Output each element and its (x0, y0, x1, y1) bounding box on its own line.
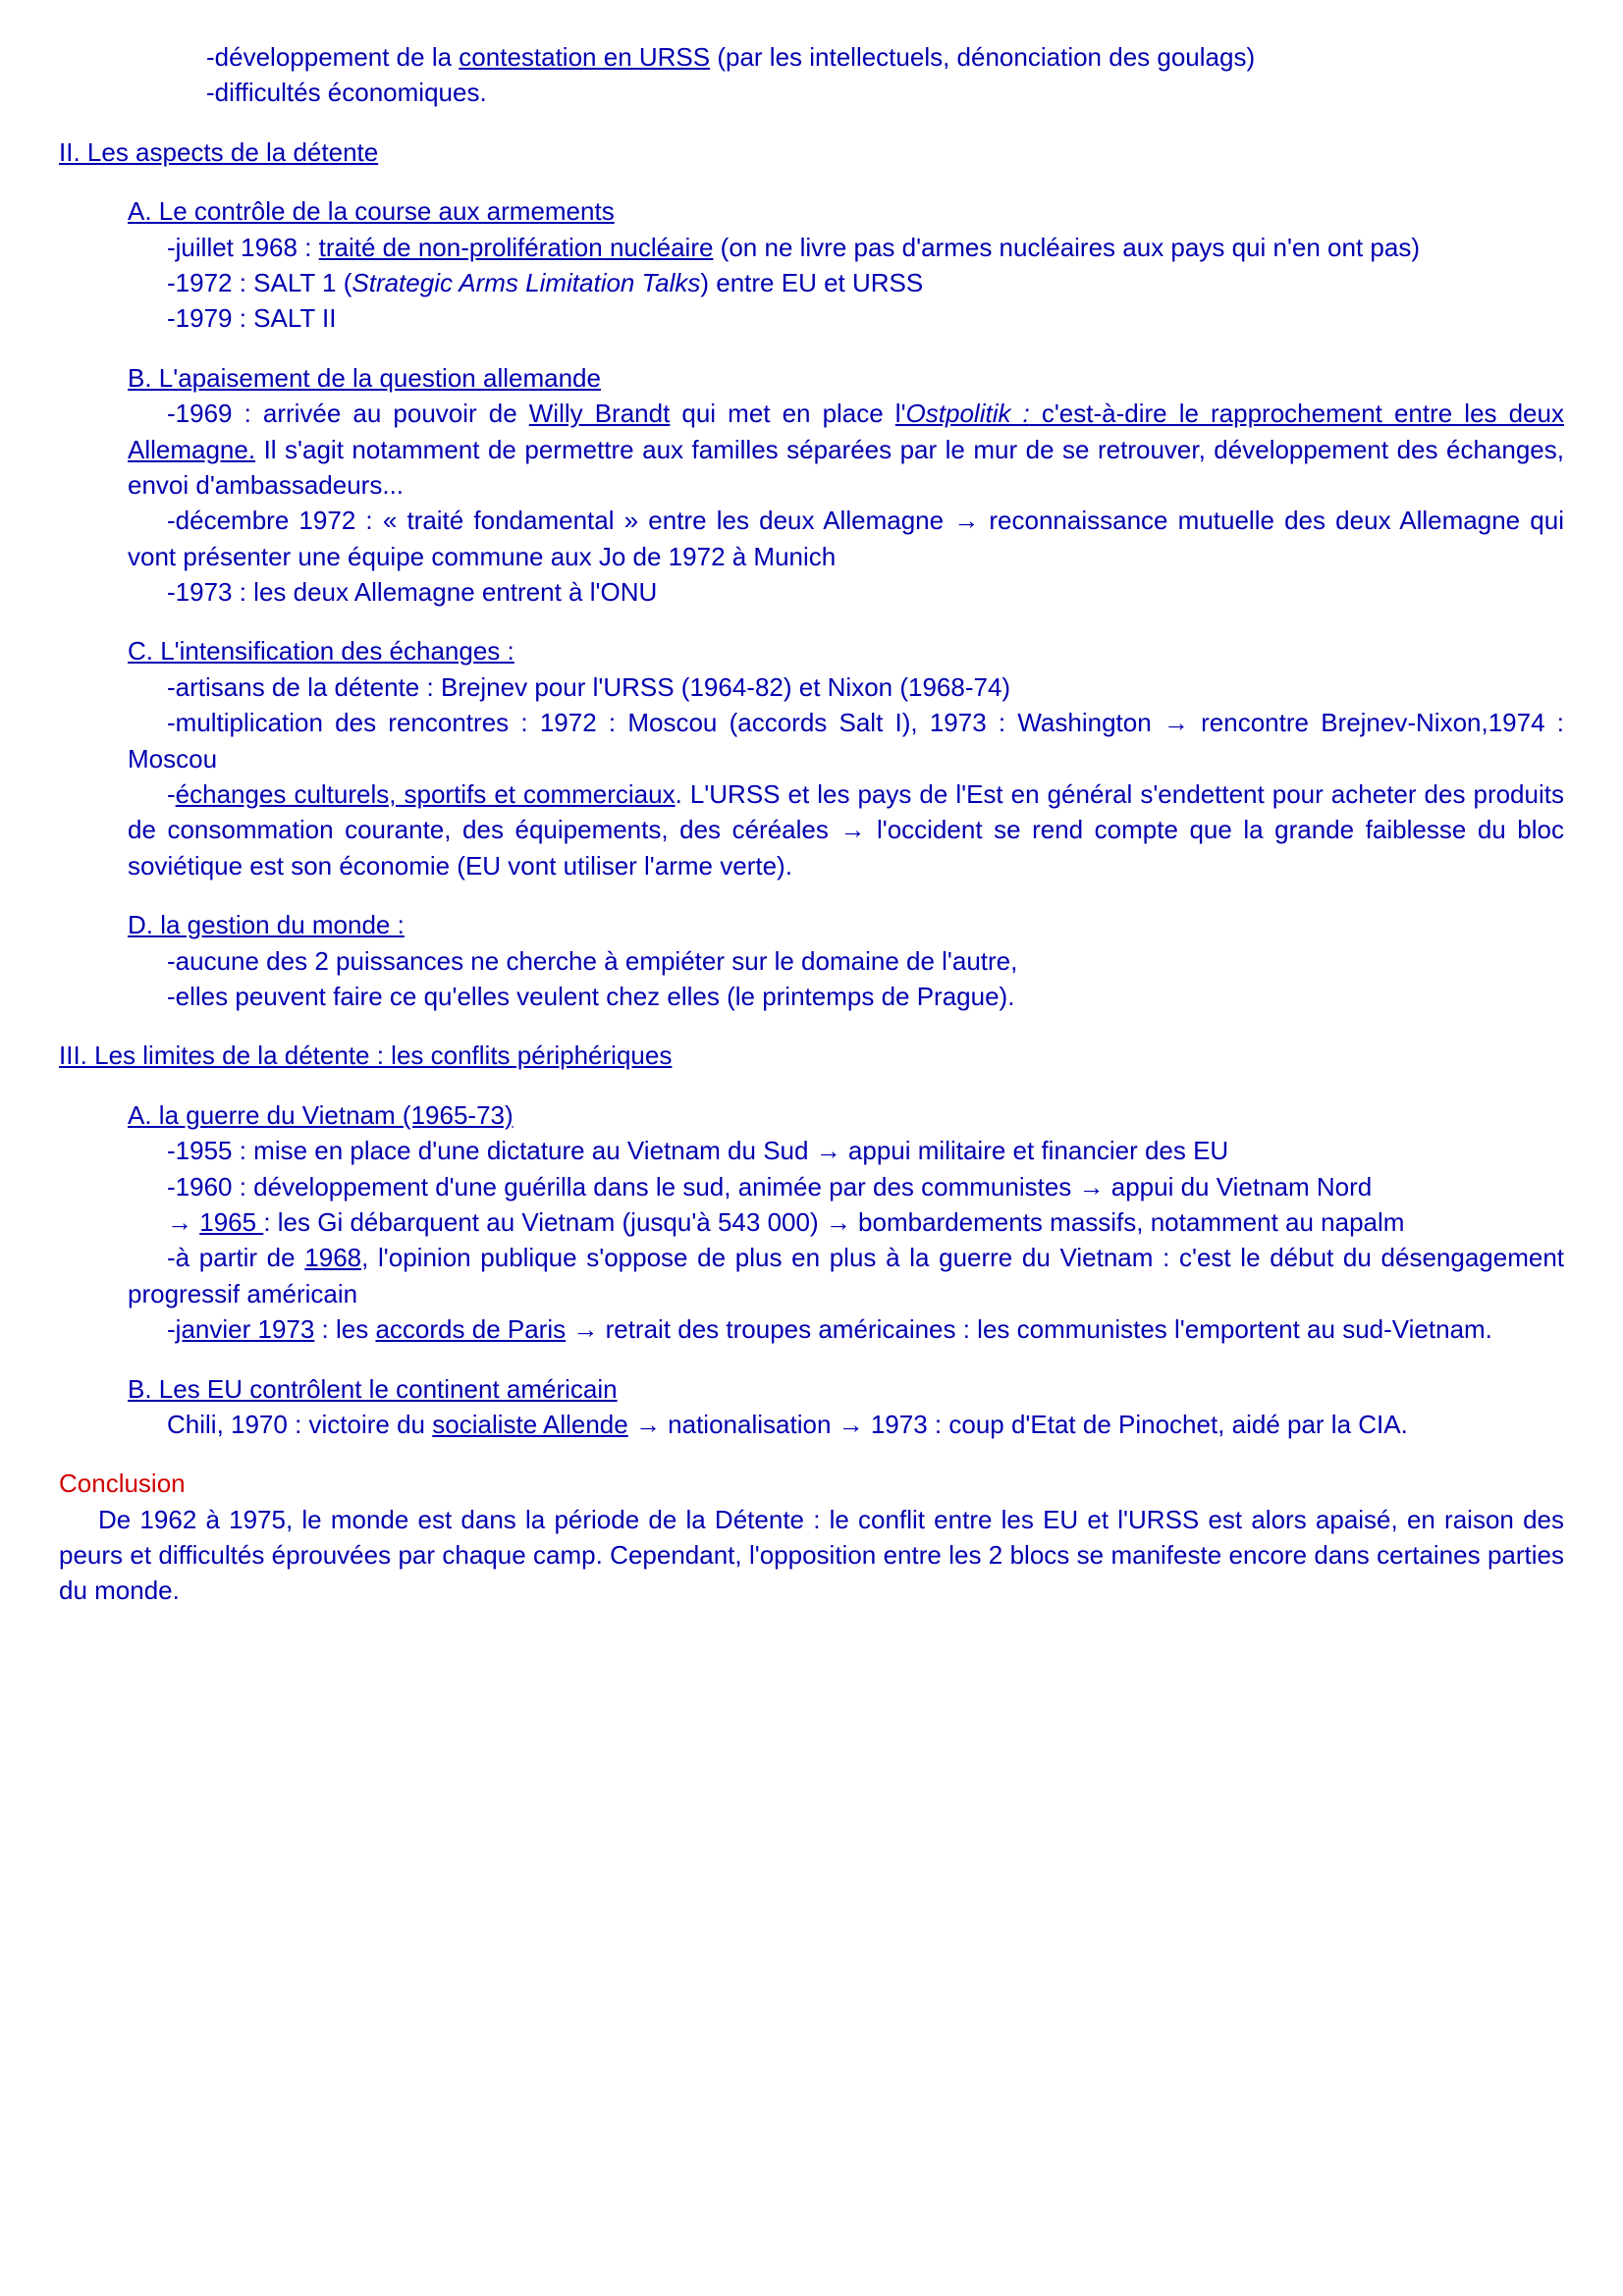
section-iii-a-heading: A. la guerre du Vietnam (1965-73) (128, 1097, 1564, 1133)
conclusion-body: De 1962 à 1975, le monde est dans la pér… (59, 1502, 1564, 1609)
text: -elles peuvent faire ce qu'elles veulent… (167, 982, 1014, 1011)
heading-text: Conclusion (59, 1468, 186, 1498)
section-iii-b-heading: B. Les EU contrôlent le continent améric… (128, 1371, 1564, 1407)
text: -aucune des 2 puissances ne cherche à em… (167, 946, 1017, 976)
text-underline: contestation en URSS (459, 42, 710, 72)
heading-text: II. Les aspects de la détente (59, 137, 378, 167)
text: : les (314, 1314, 375, 1344)
text: qui met en place (670, 399, 894, 428)
section-iii-a-line1: -1955 : mise en place d'une dictature au… (128, 1133, 1564, 1168)
text-underline: socialiste Allende (432, 1410, 627, 1439)
text: -1960 : développement d'une guérilla dan… (167, 1172, 1372, 1201)
section-ii-b-line1: -1969 : arrivée au pouvoir de Willy Bran… (128, 396, 1564, 503)
text: -multiplication des rencontres : 1972 : … (128, 708, 1564, 773)
heading-text: B. Les EU contrôlent le continent améric… (128, 1374, 618, 1404)
heading-text: B. L'apaisement de la question allemande (128, 363, 601, 393)
heading-text: A. la guerre du Vietnam (1965-73) (128, 1100, 514, 1130)
text-underline: 1965 (199, 1207, 263, 1237)
section-ii-a-line1: -juillet 1968 : traité de non-proliférat… (128, 230, 1564, 265)
section-ii-c-line1: -artisans de la détente : Brejnev pour l… (128, 669, 1564, 705)
intro-paragraph-1: -développement de la contestation en URS… (167, 39, 1564, 75)
text-underline: Willy Brandt (529, 399, 671, 428)
section-ii-c-line3: -échanges culturels, sportifs et commerc… (128, 776, 1564, 883)
text: Chili, 1970 : victoire du (167, 1410, 432, 1439)
heading-text: III. Les limites de la détente : les con… (59, 1041, 672, 1070)
text-underline: échanges culturels, sportifs et commerci… (176, 779, 676, 809)
section-ii-c-heading: C. L'intensification des échanges : (128, 633, 1564, 668)
section-ii-c-line2: -multiplication des rencontres : 1972 : … (128, 705, 1564, 776)
text: → nationalisation → 1973 : coup d'Etat d… (628, 1410, 1408, 1439)
text-italic: Strategic Arms Limitation Talks (352, 268, 700, 297)
section-ii-a-line2: -1972 : SALT 1 (Strategic Arms Limitatio… (128, 265, 1564, 300)
text: → (167, 1207, 199, 1237)
section-iii-heading: III. Les limites de la détente : les con… (59, 1038, 1564, 1073)
text: -1979 : SALT II (167, 303, 336, 333)
text: Il s'agit notamment de permettre aux fam… (128, 435, 1564, 500)
section-ii-b-line2: -décembre 1972 : « traité fondamental » … (128, 503, 1564, 574)
section-ii-b-heading: B. L'apaisement de la question allemande (128, 360, 1564, 396)
section-ii-heading: II. Les aspects de la détente (59, 134, 1564, 170)
heading-text: D. la gestion du monde : (128, 910, 405, 939)
text: ) entre EU et URSS (700, 268, 923, 297)
section-ii-d-line1: -aucune des 2 puissances ne cherche à em… (128, 943, 1564, 979)
section-ii-d-heading: D. la gestion du monde : (128, 907, 1564, 942)
text: -artisans de la détente : Brejnev pour l… (167, 672, 1010, 702)
text: -développement de la (206, 42, 459, 72)
text: (on ne livre pas d'armes nucléaires aux … (713, 233, 1420, 262)
text: -1972 : SALT 1 ( (167, 268, 352, 297)
text: -décembre 1972 : « traité fondamental » … (128, 506, 1564, 570)
section-ii-b-line3: -1973 : les deux Allemagne entrent à l'O… (128, 574, 1564, 610)
text-underline: accords de Paris (375, 1314, 566, 1344)
text: : les Gi débarquent au Vietnam (jusqu'à … (263, 1207, 1404, 1237)
section-ii-a-heading: A. Le contrôle de la course aux armement… (128, 193, 1564, 229)
section-iii-b-line1: Chili, 1970 : victoire du socialiste All… (128, 1407, 1564, 1442)
text: -juillet 1968 : (167, 233, 319, 262)
section-iii-a-line2: -1960 : développement d'une guérilla dan… (128, 1169, 1564, 1204)
text: - (167, 1314, 176, 1344)
text: - (167, 779, 176, 809)
section-ii-d-line2: -elles peuvent faire ce qu'elles veulent… (128, 979, 1564, 1014)
section-iii-a-line4: -à partir de 1968, l'opinion publique s'… (128, 1240, 1564, 1311)
text: De 1962 à 1975, le monde est dans la pér… (59, 1505, 1564, 1606)
text-underline: janvier 1973 (176, 1314, 315, 1344)
section-ii-a-line3: -1979 : SALT II (128, 300, 1564, 336)
intro-paragraph-2: -difficultés économiques. (167, 75, 1564, 110)
text-underline: 1968 (304, 1243, 361, 1272)
section-iii-a-line3: → 1965 : les Gi débarquent au Vietnam (j… (128, 1204, 1564, 1240)
text: -1973 : les deux Allemagne entrent à l'O… (167, 577, 657, 607)
heading-text: A. Le contrôle de la course aux armement… (128, 196, 615, 226)
document-page: -développement de la contestation en URS… (0, 0, 1623, 1648)
text-underline: traité de non-prolifération nucléaire (319, 233, 714, 262)
conclusion-heading: Conclusion (59, 1466, 1564, 1501)
text: → retrait des troupes américaines : les … (566, 1314, 1492, 1344)
text: -à partir de (167, 1243, 304, 1272)
section-iii-a-line5: -janvier 1973 : les accords de Paris → r… (128, 1311, 1564, 1347)
heading-text: C. L'intensification des échanges : (128, 636, 514, 666)
text: -1969 : arrivée au pouvoir de (167, 399, 529, 428)
text: (par les intellectuels, dénonciation des… (710, 42, 1255, 72)
text: -difficultés économiques. (206, 78, 487, 107)
text: -1955 : mise en place d'une dictature au… (167, 1136, 1228, 1165)
